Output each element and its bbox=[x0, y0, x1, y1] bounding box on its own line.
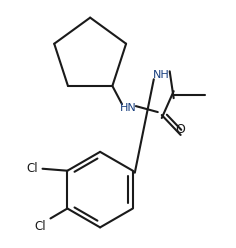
Text: Cl: Cl bbox=[34, 220, 46, 233]
Text: NH: NH bbox=[153, 70, 170, 80]
Text: Cl: Cl bbox=[26, 162, 38, 175]
Text: HN: HN bbox=[120, 103, 136, 113]
Text: O: O bbox=[176, 124, 185, 136]
